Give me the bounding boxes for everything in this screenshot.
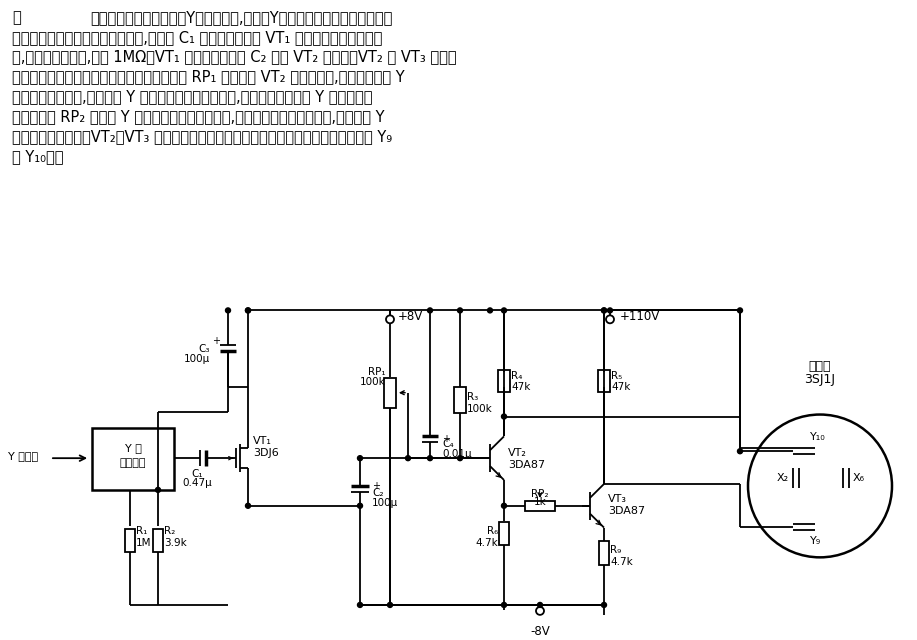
- Text: 器。电位器 RP₂ 可调节 Y 轴差动放大器的负反馈量,以改变差动放大器的增益,所以它是 Y: 器。电位器 RP₂ 可调节 Y 轴差动放大器的负反馈量,以改变差动放大器的增益,…: [12, 109, 384, 124]
- Text: +110V: +110V: [620, 310, 660, 323]
- Text: 0.47μ: 0.47μ: [182, 478, 212, 488]
- Text: 轴增益调节电位器。VT₂、VT₃ 集电极输出的反相对称信号直接加到示波管的垂直偏转板 Y₉: 轴增益调节电位器。VT₂、VT₃ 集电极输出的反相对称信号直接加到示波管的垂直偏…: [12, 129, 392, 144]
- Text: 1M: 1M: [136, 538, 151, 548]
- Circle shape: [502, 503, 506, 508]
- Text: 3.9k: 3.9k: [164, 538, 187, 548]
- Bar: [153, 529, 163, 552]
- Circle shape: [502, 308, 506, 313]
- Circle shape: [602, 308, 606, 313]
- Text: 47k: 47k: [611, 382, 630, 392]
- Text: 3DA87: 3DA87: [508, 460, 545, 470]
- Text: 100μ: 100μ: [372, 498, 398, 508]
- Text: -8V: -8V: [530, 625, 550, 638]
- Text: 4.7k: 4.7k: [610, 557, 633, 567]
- Text: C₂: C₂: [372, 488, 383, 498]
- Text: 偏转板的静态电位,使光点在 Y 轴方向上的位置发生变化,所以它是示波器的 Y 轴位移电位: 偏转板的静态电位,使光点在 Y 轴方向上的位置发生变化,所以它是示波器的 Y 轴…: [12, 89, 372, 104]
- Text: C₁: C₁: [191, 469, 203, 479]
- Text: RP₁: RP₁: [369, 367, 386, 377]
- Text: R₁: R₁: [136, 525, 148, 536]
- Text: Y₁₀: Y₁₀: [810, 432, 825, 442]
- Text: R₅: R₅: [611, 371, 623, 381]
- Bar: [598, 370, 610, 392]
- Bar: [125, 529, 135, 552]
- Text: Y₉: Y₉: [810, 536, 822, 545]
- Text: +8V: +8V: [398, 310, 424, 323]
- Text: 100μ: 100μ: [183, 354, 210, 364]
- Bar: [454, 387, 466, 413]
- Circle shape: [536, 607, 544, 615]
- Text: 100k: 100k: [467, 404, 492, 413]
- Text: VT₂: VT₂: [508, 448, 527, 458]
- Circle shape: [606, 316, 614, 323]
- Text: Y 轴输入: Y 轴输入: [8, 451, 39, 461]
- Text: VT₁: VT₁: [253, 436, 271, 446]
- Text: 是一个简易小型示波器的Y轴系统电路,它包括Y轴衰减器、高阻输入级和差动: 是一个简易小型示波器的Y轴系统电路,它包括Y轴衰减器、高阻输入级和差动: [90, 10, 392, 25]
- Text: X₆: X₆: [853, 473, 865, 483]
- Text: +: +: [442, 435, 450, 444]
- Circle shape: [458, 308, 462, 313]
- Circle shape: [488, 308, 492, 313]
- Bar: [599, 541, 609, 565]
- Text: 100k: 100k: [360, 377, 386, 387]
- Text: R₄: R₄: [511, 371, 523, 381]
- Text: 端输入、双端输出的差动放大器。调节电位器 RP₁ 可以改变 VT₂ 的基极电压,以改变示波管 Y: 端输入、双端输出的差动放大器。调节电位器 RP₁ 可以改变 VT₂ 的基极电压,…: [12, 69, 404, 84]
- Text: C₃: C₃: [198, 344, 210, 354]
- Bar: [525, 501, 555, 511]
- Text: VT₃: VT₃: [608, 494, 627, 504]
- Text: 4.7k: 4.7k: [475, 538, 498, 547]
- Text: X₂: X₂: [777, 473, 789, 483]
- Circle shape: [358, 456, 362, 461]
- Text: R₆: R₆: [487, 525, 498, 536]
- Circle shape: [458, 456, 462, 461]
- Circle shape: [405, 456, 411, 461]
- Text: R₃: R₃: [467, 392, 479, 402]
- Bar: [498, 370, 510, 392]
- Circle shape: [156, 488, 160, 492]
- Circle shape: [358, 503, 362, 508]
- Text: 和 Y₁₀上。: 和 Y₁₀上。: [12, 148, 63, 164]
- Text: 1k: 1k: [534, 497, 547, 507]
- Circle shape: [502, 602, 506, 607]
- Circle shape: [388, 602, 392, 607]
- Circle shape: [502, 414, 506, 419]
- Text: R₉: R₉: [610, 545, 621, 556]
- Circle shape: [737, 449, 743, 454]
- Text: 输出电路。被测信号经过衰减器后,经电容 C₁ 耦合到场效应管 VT₁ 等组成的源极输出器电: 输出电路。被测信号经过衰减器后,经电容 C₁ 耦合到场效应管 VT₁ 等组成的源…: [12, 29, 382, 45]
- Bar: [499, 522, 509, 545]
- Text: 0.01μ: 0.01μ: [442, 449, 471, 460]
- Circle shape: [246, 503, 250, 508]
- Text: 3DJ6: 3DJ6: [253, 448, 279, 458]
- Circle shape: [607, 308, 613, 313]
- Circle shape: [226, 308, 230, 313]
- Circle shape: [602, 308, 606, 313]
- Circle shape: [246, 308, 250, 313]
- Circle shape: [358, 602, 362, 607]
- Circle shape: [427, 308, 433, 313]
- Text: R₂: R₂: [164, 525, 175, 536]
- Circle shape: [246, 308, 250, 313]
- Text: 示波管: 示波管: [809, 360, 831, 373]
- Bar: [384, 378, 396, 408]
- Circle shape: [602, 602, 606, 607]
- Text: Y 轴: Y 轴: [125, 444, 141, 453]
- Text: +: +: [372, 481, 380, 491]
- Bar: [92, 428, 174, 490]
- Circle shape: [737, 308, 743, 313]
- Text: +: +: [212, 336, 220, 346]
- Text: C₄: C₄: [442, 439, 454, 449]
- Text: RP₂: RP₂: [531, 489, 548, 499]
- Text: 3SJ1J: 3SJ1J: [804, 373, 835, 386]
- Circle shape: [427, 456, 433, 461]
- Text: 图: 图: [12, 10, 21, 25]
- Text: 路,其输入阻抗较高,约为 1MΩ。VT₁ 输出的信号再经 C₂ 加到 VT₂ 的基极。VT₂ 和 VT₃ 组成单: 路,其输入阻抗较高,约为 1MΩ。VT₁ 输出的信号再经 C₂ 加到 VT₂ 的…: [12, 49, 457, 65]
- Circle shape: [537, 602, 543, 607]
- Circle shape: [386, 316, 394, 323]
- Text: 输入衰减: 输入衰减: [120, 458, 146, 468]
- Text: 47k: 47k: [511, 382, 530, 392]
- Text: 3DA87: 3DA87: [608, 506, 646, 516]
